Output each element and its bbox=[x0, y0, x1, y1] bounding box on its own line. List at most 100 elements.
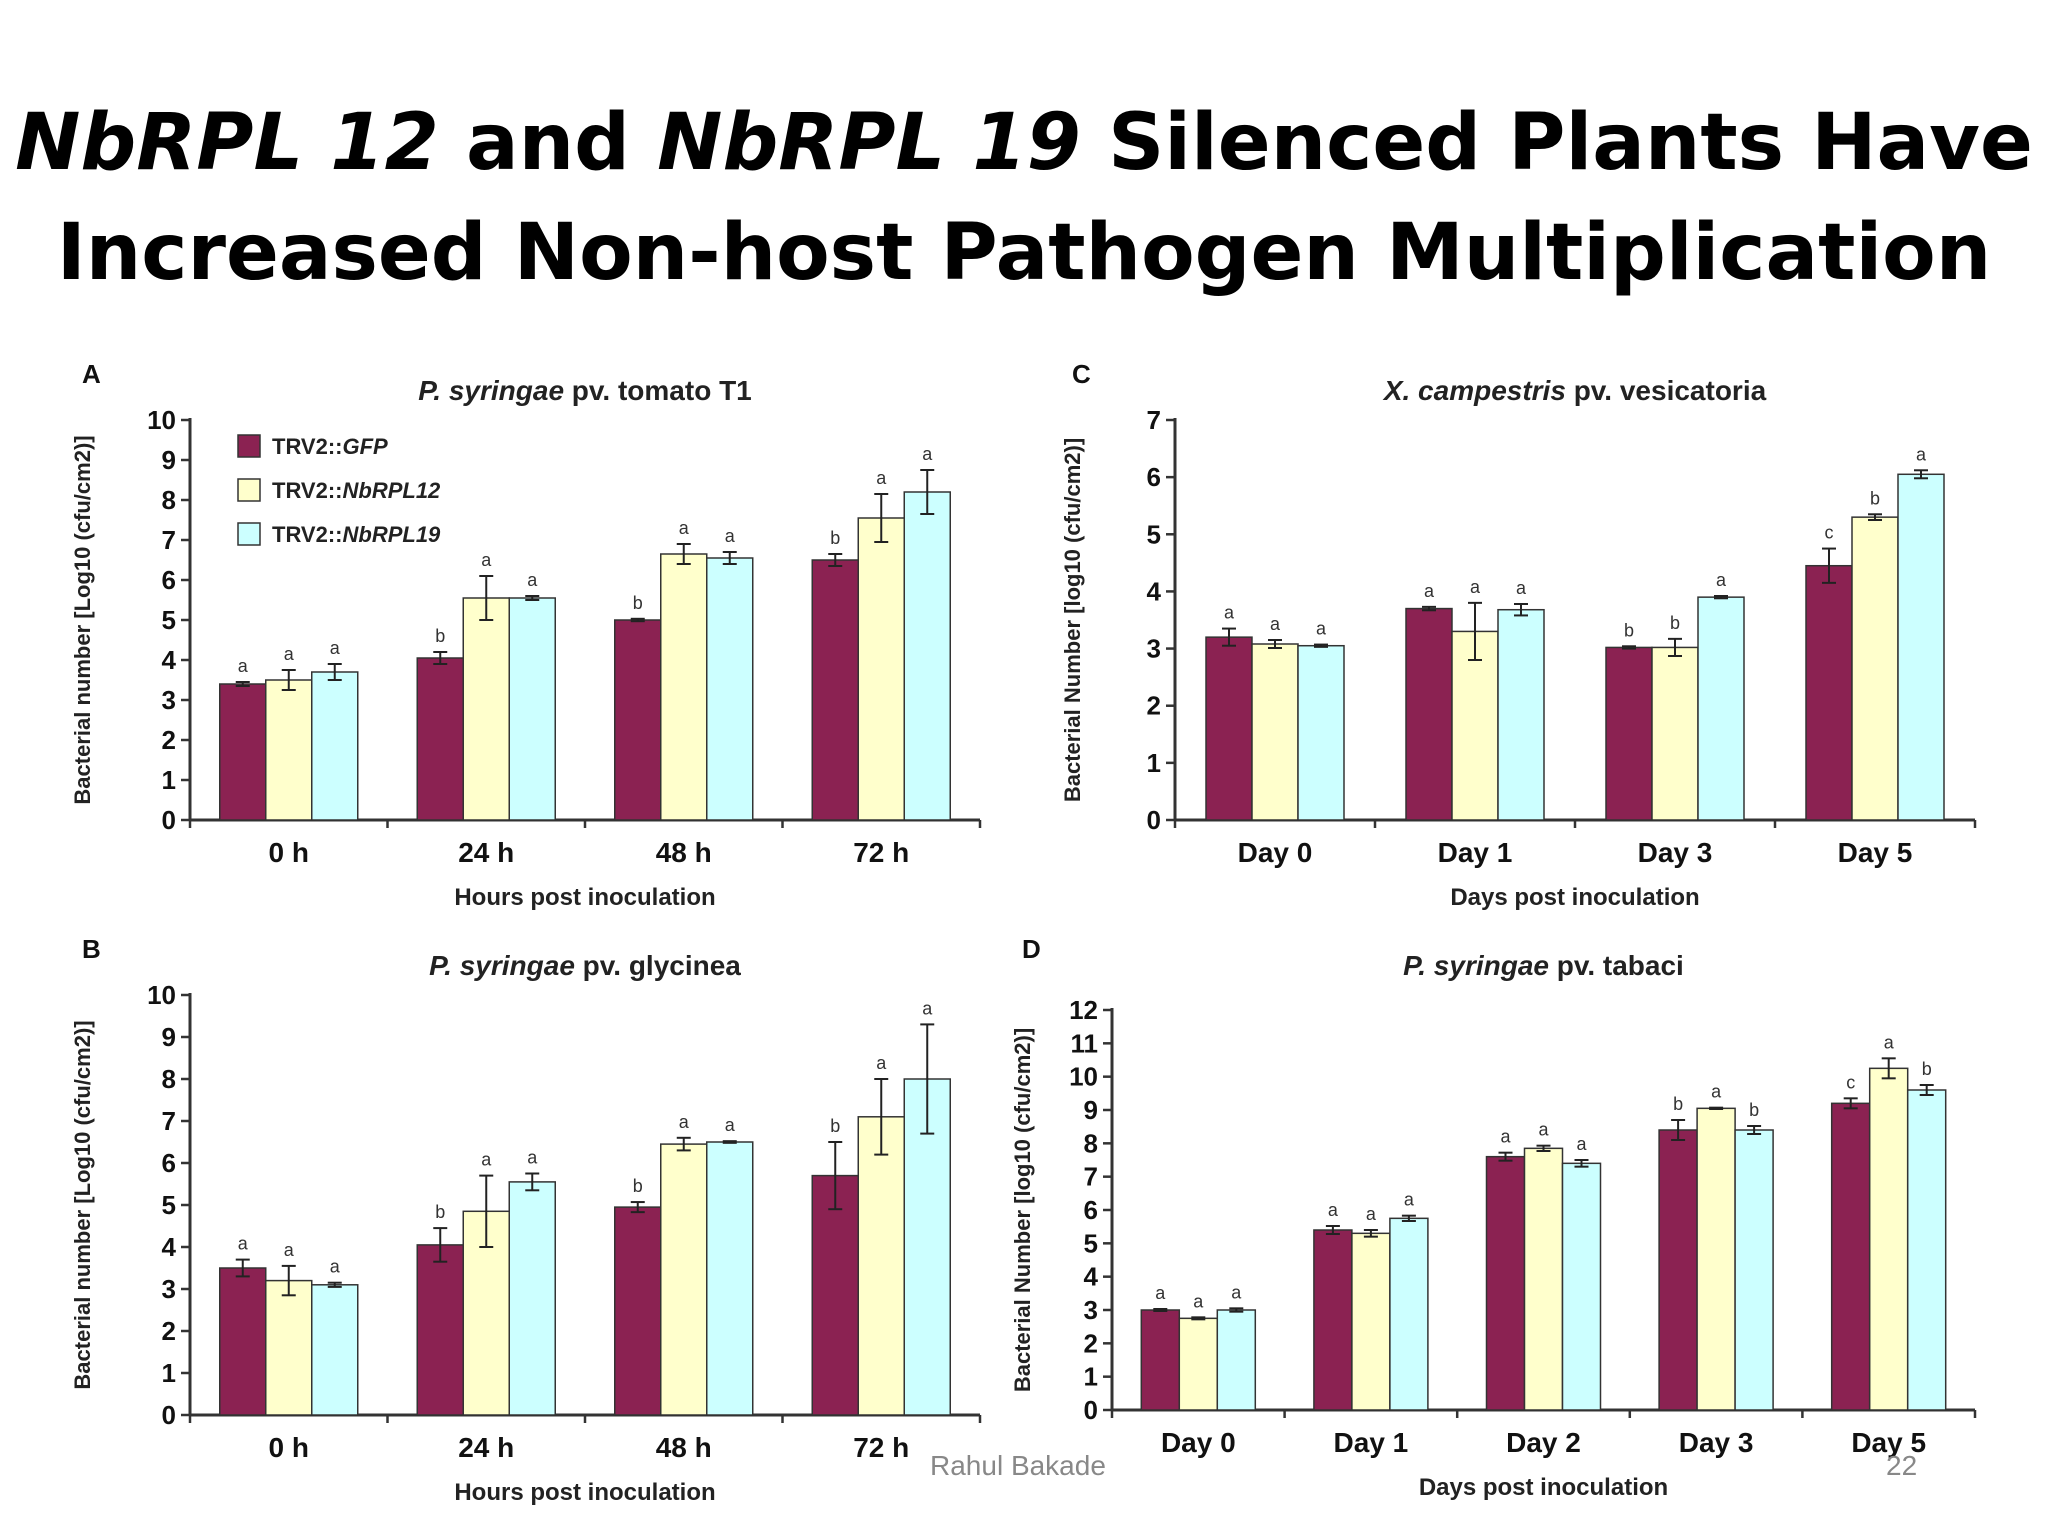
y-tick-label: 3 bbox=[1147, 634, 1161, 664]
legend-swatch bbox=[237, 478, 261, 502]
significance-letter: a bbox=[1270, 614, 1281, 634]
significance-letter: b bbox=[830, 528, 840, 548]
y-tick-label: 5 bbox=[162, 605, 176, 635]
bar-gfp bbox=[1805, 564, 1853, 821]
significance-letter: a bbox=[527, 570, 538, 590]
bar-nbrpl12 bbox=[462, 597, 510, 821]
significance-letter: b bbox=[1670, 613, 1680, 633]
y-tick-label: 5 bbox=[1147, 519, 1161, 549]
y-tick-label: 8 bbox=[162, 1064, 176, 1094]
title-conjunction: and bbox=[438, 98, 658, 188]
legend-swatch bbox=[237, 522, 261, 546]
x-tick-label: 72 h bbox=[853, 837, 909, 868]
y-tick-label: 4 bbox=[1084, 1262, 1099, 1292]
significance-letter: a bbox=[284, 1240, 295, 1260]
y-tick-label: 7 bbox=[162, 1106, 176, 1136]
bar-gfp bbox=[1205, 636, 1253, 821]
y-tick-label: 1 bbox=[1147, 748, 1161, 778]
title-rest: Silenced Plants Have bbox=[1080, 98, 2033, 188]
y-tick-label: 10 bbox=[1069, 1062, 1098, 1092]
significance-letter: b bbox=[1870, 488, 1880, 508]
y-axis-label: Bacterial number [Log10 (cfu/cm2)] bbox=[70, 435, 95, 804]
y-tick-label: 1 bbox=[162, 1358, 176, 1388]
y-tick-label: 9 bbox=[1084, 1095, 1098, 1125]
y-tick-label: 5 bbox=[1084, 1228, 1098, 1258]
y-tick-label: 3 bbox=[162, 1274, 176, 1304]
y-tick-label: 2 bbox=[1084, 1328, 1098, 1358]
significance-letter: b bbox=[1624, 620, 1634, 640]
significance-letter: a bbox=[481, 1150, 492, 1170]
significance-letter: c bbox=[1846, 1072, 1855, 1092]
y-tick-label: 11 bbox=[1071, 1028, 1099, 1058]
y-tick-label: 12 bbox=[1069, 995, 1098, 1025]
y-tick-label: 6 bbox=[162, 1148, 176, 1178]
y-tick-label: 10 bbox=[147, 405, 176, 435]
chart-title: X. campestris pv. vesicatoria bbox=[1382, 375, 1767, 406]
significance-letter: a bbox=[725, 526, 736, 546]
significance-letter: a bbox=[481, 550, 492, 570]
significance-letter: a bbox=[1500, 1127, 1511, 1147]
bar-nbrpl12 bbox=[1851, 516, 1899, 821]
significance-letter: b bbox=[830, 1116, 840, 1136]
y-axis-label: Bacterial number [Log10 (cfu/cm2)] bbox=[70, 1020, 95, 1389]
significance-letter: a bbox=[1916, 444, 1927, 464]
y-tick-label: 0 bbox=[1147, 805, 1161, 835]
y-tick-label: 7 bbox=[162, 525, 176, 555]
bar-gfp bbox=[1658, 1129, 1698, 1411]
y-tick-label: 9 bbox=[162, 1022, 176, 1052]
bar-nbrpl19 bbox=[706, 1141, 754, 1416]
chart-panel-b: B P. syringae pv. glycinea 0 1 2 3 4 5 6 7 8 9 10 Bac… bbox=[70, 934, 982, 1506]
significance-letter: b bbox=[1749, 1100, 1759, 1120]
legend-label: TRV2::GFP bbox=[272, 434, 388, 459]
y-tick-label: 2 bbox=[1147, 691, 1161, 721]
chart-title: P. syringae pv. tabaci bbox=[1403, 950, 1684, 981]
bar-nbrpl19 bbox=[1216, 1309, 1257, 1411]
bar-nbrpl12 bbox=[1696, 1107, 1736, 1411]
bar-nbrpl12 bbox=[857, 1116, 905, 1416]
bar-nbrpl12 bbox=[1868, 1067, 1909, 1411]
panel-label: A bbox=[82, 359, 101, 389]
significance-letter: a bbox=[1538, 1120, 1549, 1140]
bar-gfp bbox=[1830, 1102, 1871, 1411]
significance-letter: a bbox=[679, 518, 690, 538]
x-tick-label: Day 0 bbox=[1161, 1427, 1236, 1458]
panel-label: B bbox=[82, 934, 101, 964]
title-gene-2: NbRPL 19 bbox=[657, 98, 1081, 188]
chart-panel-c: C X. campestris pv. vesicatoria 0 1 2 3 4 5 6 7 Ba… bbox=[1060, 359, 1977, 911]
y-tick-label: 4 bbox=[162, 1232, 177, 1262]
significance-letter: a bbox=[1711, 1082, 1722, 1102]
significance-letter: a bbox=[1155, 1283, 1166, 1303]
significance-letter: a bbox=[922, 998, 933, 1018]
y-tick-label: 6 bbox=[1084, 1195, 1098, 1225]
significance-letter: a bbox=[1516, 578, 1527, 598]
significance-letter: b bbox=[633, 1176, 643, 1196]
y-tick-label: 0 bbox=[162, 805, 176, 835]
bar-gfp bbox=[1140, 1309, 1181, 1411]
significance-letter: a bbox=[876, 468, 887, 488]
bar-nbrpl19 bbox=[706, 557, 754, 821]
x-tick-label: 24 h bbox=[458, 837, 514, 868]
significance-letter: b bbox=[1922, 1059, 1932, 1079]
bar-nbrpl12 bbox=[857, 517, 905, 821]
significance-letter: a bbox=[1470, 577, 1481, 597]
bar-gfp bbox=[811, 1174, 859, 1416]
significance-letter: c bbox=[1825, 523, 1834, 543]
significance-letter: a bbox=[1193, 1291, 1204, 1311]
legend-swatch bbox=[237, 434, 261, 458]
bar-nbrpl12 bbox=[265, 679, 313, 821]
significance-letter: a bbox=[330, 1257, 341, 1277]
legend-label: TRV2::NbRPL19 bbox=[272, 522, 441, 547]
bar-gfp bbox=[416, 1244, 464, 1416]
bar-nbrpl12 bbox=[660, 553, 708, 821]
y-tick-label: 1 bbox=[162, 765, 176, 795]
x-axis-label: Hours post inoculation bbox=[454, 884, 715, 911]
bar-nbrpl12 bbox=[1251, 643, 1299, 821]
significance-letter: a bbox=[1424, 581, 1435, 601]
bar-gfp bbox=[416, 657, 464, 821]
bar-nbrpl12 bbox=[1651, 646, 1699, 821]
y-tick-label: 3 bbox=[1084, 1295, 1098, 1325]
bar-nbrpl12 bbox=[265, 1279, 313, 1416]
y-tick-label: 7 bbox=[1147, 405, 1161, 435]
title-gene-1: NbRPL 12 bbox=[15, 98, 439, 188]
x-tick-label: 48 h bbox=[656, 1432, 712, 1463]
